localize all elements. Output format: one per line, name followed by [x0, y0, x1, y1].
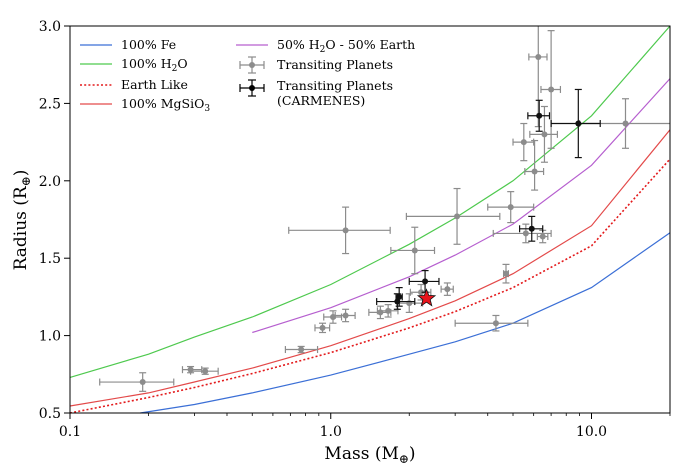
transiting-point — [492, 223, 552, 244]
transiting-point — [405, 187, 501, 245]
transiting-point-marker — [342, 227, 349, 234]
y-axis-ticks: 0.5 1.0 1.5 2.0 2.5 3.0 — [39, 19, 70, 422]
legend-swatch-transiting — [239, 56, 265, 74]
curve-earth — [69, 158, 671, 414]
y-tick-label: 1.0 — [39, 329, 61, 345]
transiting-point — [440, 282, 454, 296]
transiting-point-marker — [492, 320, 499, 327]
transiting-point-marker — [507, 204, 514, 211]
legend-label-carmenes-line2: (CARMENES) — [277, 93, 365, 108]
y-tick-label: 2.0 — [39, 174, 61, 190]
legend-label-carmenes: Transiting Planets — [277, 78, 393, 93]
transiting-point-marker — [202, 368, 209, 375]
transiting-point — [288, 206, 391, 255]
transiting-point — [512, 122, 535, 162]
transiting-point-marker — [411, 247, 418, 254]
transiting-point-marker — [541, 131, 548, 138]
highlight-star — [416, 288, 437, 307]
transiting-point-marker — [342, 312, 349, 319]
transiting-point-marker — [454, 213, 461, 220]
transiting-point-marker — [539, 233, 546, 240]
curve-mix — [252, 78, 671, 334]
y-tick-label: 3.0 — [39, 19, 61, 35]
x-tick-label: 0.1 — [59, 424, 81, 440]
carmenes-point — [527, 99, 551, 132]
transiting-point — [454, 314, 529, 332]
x-axis-title: Mass (M⊕) — [324, 444, 415, 466]
carmenes-point — [550, 88, 601, 159]
legend-label-h2o: 100% H2O — [121, 56, 188, 74]
transiting-point-marker — [622, 120, 629, 127]
carmenes-point-marker — [536, 112, 543, 119]
transiting-point-marker — [548, 86, 555, 93]
carmenes-point-marker — [422, 278, 429, 285]
y-axis-title: Radius (R⊕) — [11, 170, 33, 271]
transiting-point — [528, 26, 548, 128]
legend-swatch-carmenes — [239, 79, 265, 97]
carmenes-point — [519, 215, 544, 242]
x-axis-ticks: 0.1 1.0 10.0 — [59, 413, 671, 440]
legend-label-mgsio3: 100% MgSiO3 — [121, 96, 210, 114]
transiting-point — [502, 263, 510, 284]
transiting-point — [487, 191, 535, 224]
transiting-point — [390, 226, 436, 275]
transiting-point — [540, 30, 562, 149]
y-tick-label: 1.5 — [39, 251, 61, 267]
transiting-point-marker — [329, 314, 336, 321]
y-tick-label: 2.5 — [39, 96, 61, 112]
transiting-point — [536, 229, 549, 244]
transiting-point-marker — [531, 168, 538, 175]
transiting-point — [323, 310, 343, 324]
curve-fe — [140, 232, 671, 414]
legend-label-mix: 50% H2O - 50% Earth — [277, 37, 415, 55]
carmenes-point-marker — [575, 120, 582, 127]
legend-label-fe: 100% Fe — [121, 37, 176, 52]
transiting-point — [99, 372, 175, 392]
transiting-point-marker — [535, 53, 542, 60]
transiting-point-marker — [522, 230, 529, 237]
legend-label-transiting: Transiting Planets — [277, 57, 393, 72]
transiting-point — [189, 367, 219, 375]
transiting-point — [284, 345, 319, 354]
curve-mgsio3 — [69, 129, 671, 407]
transiting-point — [314, 322, 331, 334]
plot-frame — [69, 25, 671, 414]
carmenes-point-marker — [396, 293, 403, 300]
transiting-point-marker — [139, 379, 146, 386]
legend-label-earth: Earth Like — [121, 77, 188, 92]
transiting-point-marker — [298, 346, 305, 353]
model-curves — [69, 25, 671, 414]
transiting-point-marker — [418, 289, 425, 296]
transiting-point-marker — [444, 286, 451, 293]
transiting-point-marker — [385, 307, 392, 314]
transiting-point — [524, 139, 545, 191]
x-tick-label: 10.0 — [576, 424, 607, 440]
transiting-point — [334, 308, 356, 323]
transiting-point-marker — [520, 139, 527, 146]
carmenes-point-marker — [528, 225, 535, 232]
legend: 100% Fe 100% H2O Earth Like 100% MgSiO3 … — [80, 37, 415, 114]
y-tick-label: 0.5 — [39, 406, 61, 422]
transiting-point — [376, 304, 399, 318]
transiting-point-marker — [319, 324, 326, 331]
carmenes-point — [395, 287, 403, 307]
x-tick-label: 1.0 — [320, 424, 342, 440]
data-points — [99, 26, 670, 392]
transiting-point-marker — [503, 270, 510, 277]
